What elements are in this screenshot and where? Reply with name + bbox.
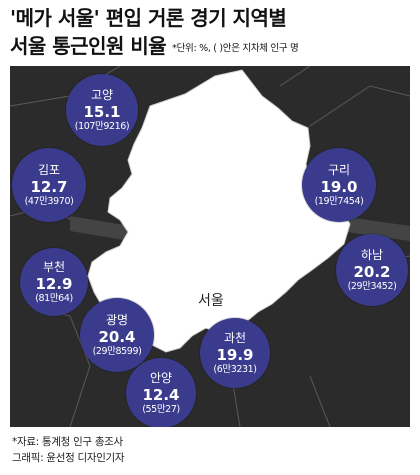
bubble-gwangmyeong: 광명 20.4 (29만8599)	[80, 298, 154, 372]
bubble-bucheon: 부천 12.9 (81만64)	[20, 248, 88, 316]
seoul-map	[10, 66, 410, 427]
title-block: '메가 서울' 편입 거론 경기 지역별 서울 통근인원 비율 *단위: %, (…	[10, 4, 415, 63]
region-population: (55만27)	[142, 403, 180, 415]
region-population: (29만8599)	[92, 345, 142, 357]
region-name: 안양	[149, 370, 173, 385]
title-line-2: 서울 통근인원 비율 *단위: %, ( )안은 지차체 인구 명	[10, 32, 415, 63]
region-value: 12.4	[142, 385, 180, 404]
region-name: 광명	[105, 312, 129, 327]
bubble-gwacheon: 과천 19.9 (6만3231)	[200, 318, 270, 388]
region-value: 12.7	[30, 177, 68, 196]
region-population: (19만7454)	[314, 195, 364, 207]
footer: *자료: 통계청 인구 총조사 그래픽: 윤선정 디자인기자	[12, 434, 125, 466]
region-value: 19.9	[216, 345, 254, 364]
region-name: 구리	[327, 162, 351, 177]
region-name: 부천	[42, 259, 66, 274]
region-value: 19.0	[320, 177, 358, 196]
region-population: (107만9216)	[74, 120, 130, 132]
region-population: (47만3970)	[24, 195, 74, 207]
region-name: 고양	[90, 87, 114, 102]
region-value: 12.9	[35, 274, 73, 293]
title-line-1: '메가 서울' 편입 거론 경기 지역별	[10, 6, 287, 30]
bubble-gimpo: 김포 12.7 (47만3970)	[12, 148, 86, 222]
seoul-label: 서울	[198, 293, 224, 309]
region-name: 하남	[360, 247, 384, 262]
map-area: 서울 고양 15.1 (107만9216) 김포 12.7 (47만3970) …	[10, 66, 410, 427]
bubble-guri: 구리 19.0 (19만7454)	[302, 148, 376, 222]
bubble-anyang: 안양 12.4 (55만27)	[126, 358, 196, 427]
region-value: 15.1	[83, 102, 121, 121]
region-population: (29만3452)	[347, 280, 397, 292]
graphic-credit: 그래픽: 윤선정 디자인기자	[12, 452, 125, 464]
region-value: 20.2	[353, 262, 391, 281]
region-population: (81만64)	[35, 292, 73, 304]
unit-note: *단위: %, ( )안은 지차체 인구 명	[172, 43, 299, 54]
region-name: 김포	[37, 162, 61, 177]
region-name: 과천	[223, 330, 247, 345]
region-population: (6만3231)	[213, 363, 257, 375]
bubble-hanam: 하남 20.2 (29만3452)	[336, 234, 408, 306]
title-line-2-text: 서울 통근인원 비율	[10, 34, 167, 58]
bubble-goyang: 고양 15.1 (107만9216)	[66, 74, 138, 146]
source-note: *자료: 통계청 인구 총조사	[12, 436, 123, 448]
region-value: 20.4	[98, 327, 136, 346]
